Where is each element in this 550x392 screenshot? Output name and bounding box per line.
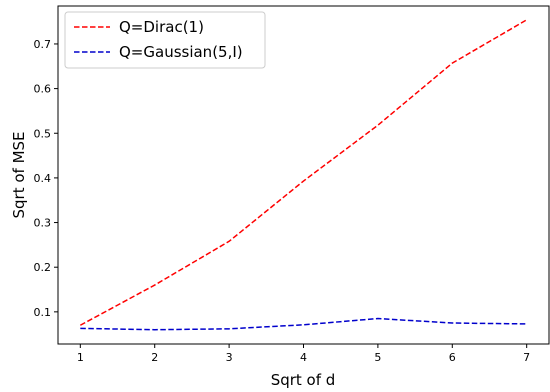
series-layer: [79, 19, 528, 331]
x-tick-label: 7: [523, 351, 530, 364]
y-tick-label: 0.2: [34, 261, 52, 274]
x-tick-label: 6: [449, 351, 456, 364]
y-tick-label: 0.6: [34, 83, 52, 96]
x-tick-label: 1: [77, 351, 84, 364]
x-tick-label: 4: [300, 351, 307, 364]
series-line-2: [80, 317, 527, 331]
y-tick-label: 0.1: [34, 306, 52, 319]
x-tick-label: 5: [374, 351, 381, 364]
series-line-1: [79, 19, 528, 326]
y-axis-ticks: 0.1 0.2 0.3 0.4 0.5 0.6 0.7: [34, 38, 58, 319]
legend-label: Q=Gaussian(5,I): [119, 43, 243, 61]
x-axis-title: Sqrt of d: [271, 371, 336, 389]
x-tick-label: 3: [226, 351, 233, 364]
x-axis-ticks: 1 2 3 4 5 6 7: [77, 344, 530, 364]
y-tick-label: 0.3: [34, 217, 52, 230]
y-axis-title: Sqrt of MSE: [10, 131, 28, 218]
y-tick-label: 0.5: [34, 127, 52, 140]
legend-box: [64, 11, 266, 69]
y-tick-label: 0.4: [34, 172, 52, 185]
legend-label: Q=Dirac(1): [119, 18, 204, 36]
x-tick-label: 2: [151, 351, 158, 364]
y-tick-label: 0.7: [34, 38, 52, 51]
legend: Q=Dirac(1) Q=Gaussian(5,I): [64, 11, 266, 69]
